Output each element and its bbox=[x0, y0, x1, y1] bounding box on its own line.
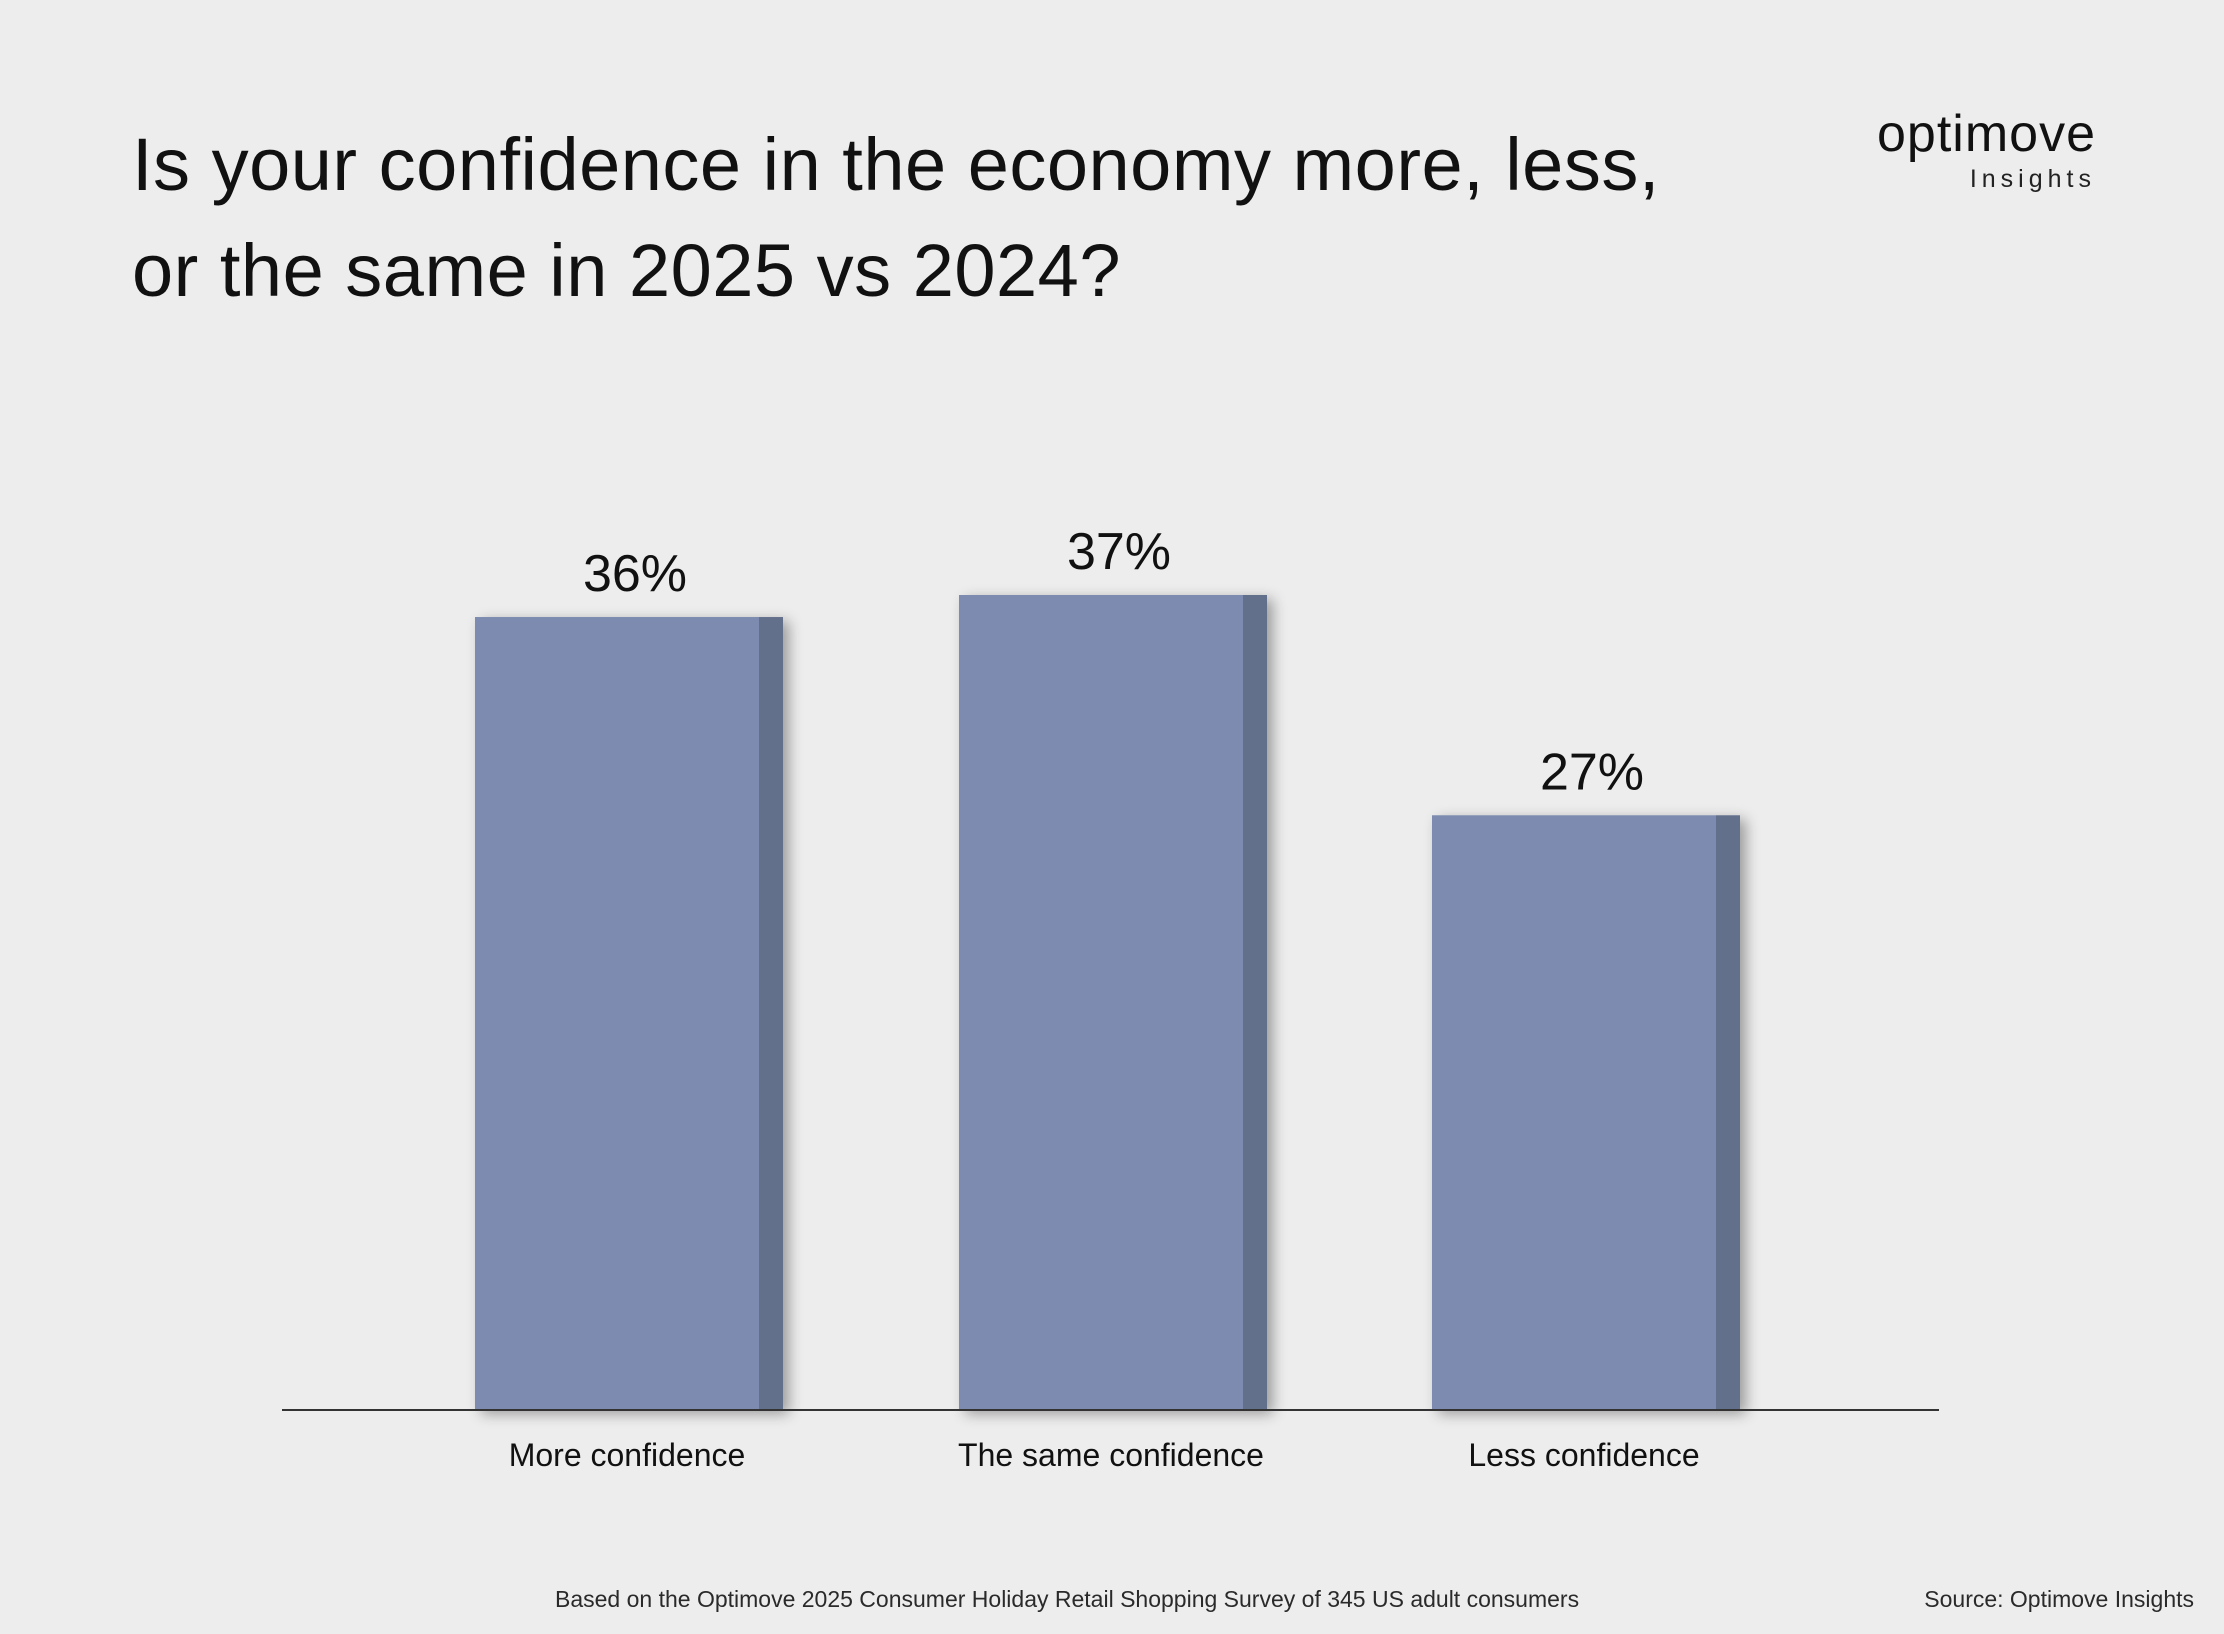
data-label-the-same-confidence: 37% bbox=[1067, 523, 1171, 581]
bars-group bbox=[475, 595, 1740, 1410]
bar-face bbox=[475, 617, 759, 1410]
category-label-more-confidence: More confidence bbox=[509, 1437, 746, 1473]
bar-side bbox=[1716, 815, 1740, 1410]
chart-title: Is your confidence in the economy more, … bbox=[132, 123, 1660, 312]
data-label-less-confidence: 27% bbox=[1540, 743, 1644, 801]
logo-wordmark: optimove bbox=[1877, 105, 2096, 163]
bar-face bbox=[959, 595, 1243, 1410]
labels-group: 36% More confidence 37% The same confidence… bbox=[509, 523, 1700, 1473]
bar-the-same-confidence bbox=[959, 595, 1267, 1410]
survey-footnote: Based on the Optimove 2025 Consumer Holi… bbox=[555, 1586, 1580, 1612]
bar-face bbox=[1432, 815, 1716, 1410]
bar-more-confidence bbox=[475, 617, 783, 1410]
category-label-less-confidence: Less confidence bbox=[1468, 1437, 1699, 1473]
optimove-insights-logo: optimove Insights bbox=[1877, 106, 2096, 194]
bar-side bbox=[1243, 595, 1267, 1410]
data-label-more-confidence: 36% bbox=[583, 545, 687, 603]
source-credit: Source: Optimove Insights bbox=[1924, 1586, 2194, 1612]
logo-subtitle: Insights bbox=[1969, 165, 2096, 193]
bar-less-confidence bbox=[1432, 815, 1740, 1410]
bar-side bbox=[759, 617, 783, 1410]
category-label-the-same-confidence: The same confidence bbox=[958, 1437, 1264, 1473]
